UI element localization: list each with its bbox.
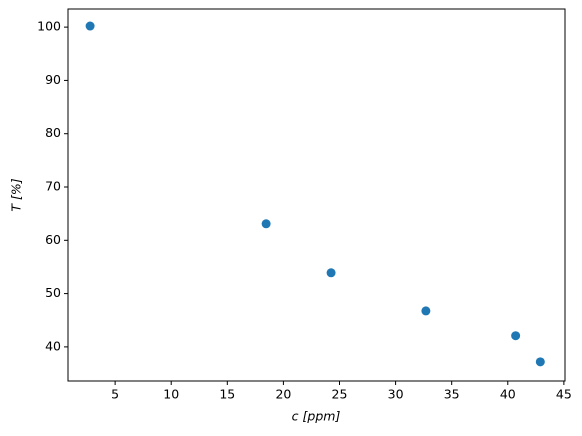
x-tick-label: 5 bbox=[111, 387, 119, 402]
x-tick-label: 20 bbox=[275, 387, 291, 402]
scatter-point bbox=[85, 21, 95, 31]
scatter-point bbox=[421, 306, 431, 316]
x-tick-label: 40 bbox=[500, 387, 516, 402]
y-tick-label: 70 bbox=[45, 179, 61, 194]
x-tick-label: 10 bbox=[163, 387, 179, 402]
x-tick-label: 30 bbox=[388, 387, 404, 402]
y-tick-label: 90 bbox=[45, 72, 61, 87]
x-tick-label: 45 bbox=[556, 387, 572, 402]
x-tick-label: 15 bbox=[219, 387, 235, 402]
x-axis-label: c [ppm] bbox=[292, 409, 341, 424]
y-axis-label: T [%] bbox=[9, 178, 24, 211]
plot-frame bbox=[67, 8, 566, 382]
scatter-point bbox=[326, 268, 336, 278]
y-tick-label: 80 bbox=[45, 125, 61, 140]
scatter-point bbox=[261, 219, 271, 229]
x-tick-label: 35 bbox=[444, 387, 460, 402]
scatter-point bbox=[535, 357, 545, 367]
x-tick-label: 25 bbox=[332, 387, 348, 402]
y-tick-label: 50 bbox=[45, 285, 61, 300]
scatter-point bbox=[511, 331, 521, 341]
y-tick-label: 40 bbox=[45, 338, 61, 353]
y-tick-label: 100 bbox=[37, 19, 61, 34]
y-tick-label: 60 bbox=[45, 232, 61, 247]
